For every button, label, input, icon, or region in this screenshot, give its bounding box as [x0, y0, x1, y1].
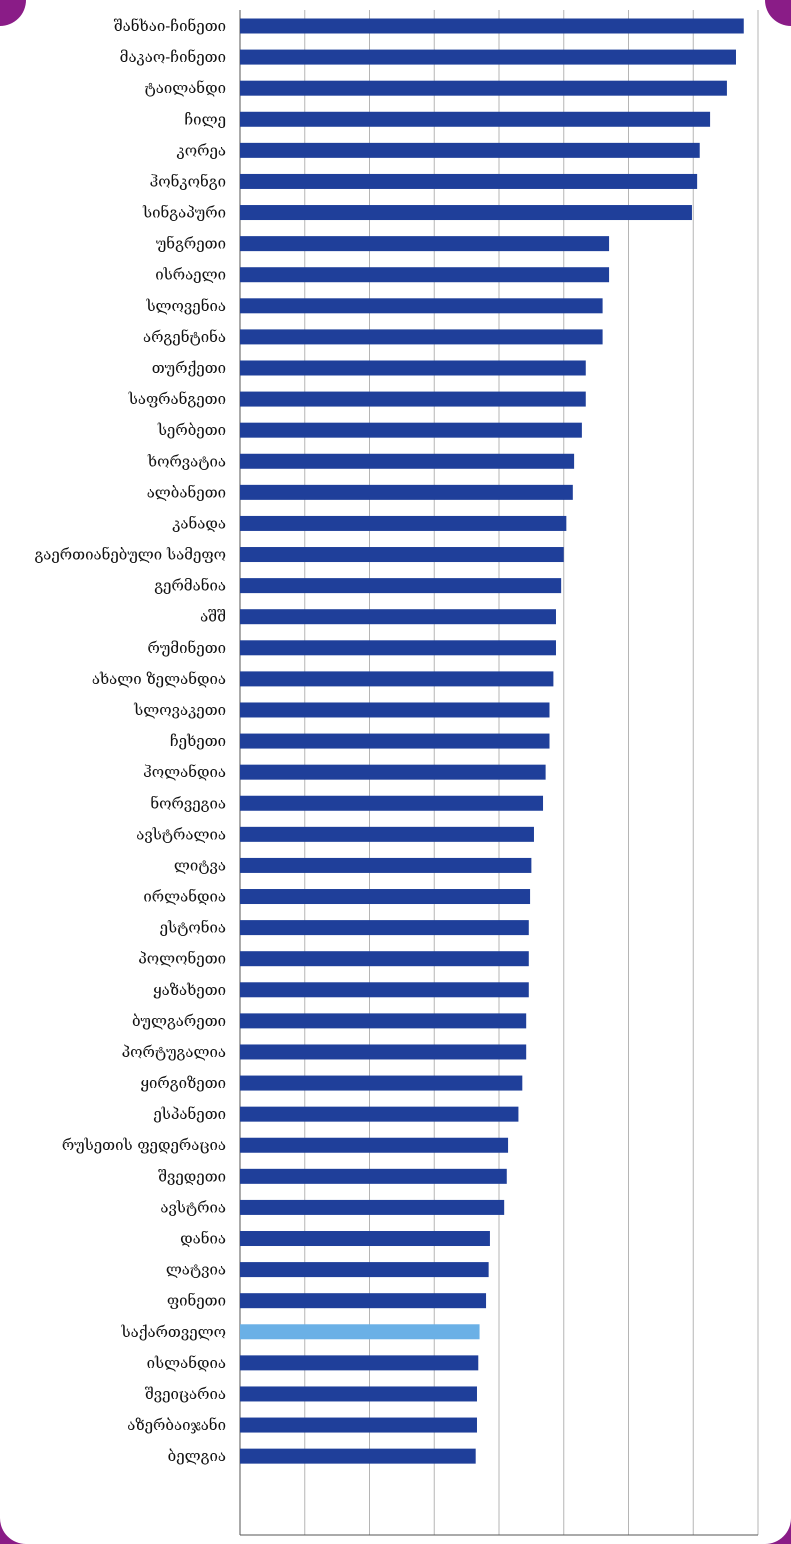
category-label: შვედეთი [158, 1167, 226, 1185]
category-label: აშშ [200, 608, 226, 626]
bar [240, 1168, 507, 1184]
bar [240, 795, 544, 811]
bar [240, 1044, 527, 1060]
category-label: ესტონია [160, 919, 226, 937]
bar [240, 360, 586, 376]
category-label: ჩილე [184, 110, 226, 128]
category-label: შვეიცარია [145, 1385, 226, 1403]
category-label: პორტუგალია [122, 1043, 226, 1061]
bar [240, 111, 711, 127]
bar [240, 764, 546, 780]
category-label: ისრაელი [155, 266, 226, 284]
bar [240, 951, 529, 967]
bar [240, 173, 698, 189]
category-label: სლოვაკეთი [133, 701, 226, 719]
category-label: ჰონკონგი [150, 172, 226, 190]
category-label: სერბეთი [157, 421, 226, 439]
bar [240, 1262, 489, 1278]
bar [240, 1231, 490, 1247]
category-label: პოლონეთი [138, 950, 226, 968]
bar [240, 142, 700, 158]
category-label: ესპანეთი [153, 1105, 226, 1123]
category-label: ყაზახეთი [153, 981, 226, 999]
category-label: საქართველო [120, 1323, 226, 1341]
category-label: ხორვატია [147, 452, 226, 470]
bar [240, 329, 603, 345]
category-label: დანია [180, 1230, 226, 1248]
bar [240, 857, 532, 873]
bar [240, 515, 567, 531]
category-label: ლატვია [166, 1261, 226, 1279]
category-label: ბელგია [168, 1447, 226, 1465]
bar [240, 1199, 505, 1215]
category-label: კორეა [177, 141, 226, 159]
category-label: სლოვენია [145, 297, 226, 315]
bar [240, 49, 736, 65]
category-label: ახალი ზელანდია [92, 670, 226, 688]
bar [240, 982, 529, 998]
category-label: ავსტრალია [136, 825, 226, 843]
category-label: ფინეთი [167, 1292, 226, 1310]
category-label: შანხაი-ჩინეთი [114, 17, 226, 35]
category-labels: შანხაი-ჩინეთი მაკაო-ჩინეთი ტაილანდი ჩილე კორ… [34, 17, 226, 1465]
category-label: ისლანდია [147, 1354, 226, 1372]
bar [240, 1075, 523, 1091]
bar [240, 920, 529, 936]
bar [240, 484, 573, 500]
bars-layer [240, 18, 744, 1464]
bar [240, 1386, 477, 1402]
category-label: ირლანდია [143, 888, 226, 906]
bar [240, 1293, 487, 1309]
bar [240, 1013, 527, 1029]
category-label: თურქეთი [152, 359, 226, 377]
category-label: გაერთიანებული სამეფო [34, 546, 226, 564]
bar [240, 547, 564, 563]
bar [240, 1355, 479, 1371]
bar [240, 267, 610, 283]
bar [240, 298, 603, 314]
category-label: ჩეხეთი [170, 732, 226, 750]
bar [240, 889, 531, 905]
bar [240, 1417, 477, 1433]
bar-highlight [240, 1324, 480, 1340]
category-label: რუსეთის ფედერაცია [62, 1136, 226, 1154]
bar [240, 80, 727, 96]
category-label: ჰოლანდია [143, 763, 226, 781]
category-label: ყირგიზეთი [141, 1074, 227, 1092]
bar [240, 826, 534, 842]
bar [240, 236, 610, 252]
bar [240, 609, 556, 625]
bar [240, 702, 550, 718]
category-label: გერმანია [154, 577, 226, 595]
category-label: არგენტინა [143, 328, 226, 346]
category-label: ნორვეგია [150, 794, 226, 812]
category-label: ალბანეთი [147, 483, 226, 501]
bar [240, 391, 586, 407]
category-label: მაკაო-ჩინეთი [120, 48, 226, 66]
bar [240, 640, 556, 656]
bar [240, 453, 575, 469]
category-label: კანადა [172, 514, 226, 532]
category-label: ბულგარეთი [132, 1012, 226, 1030]
category-label: აზერბაიჯანი [127, 1416, 226, 1434]
bar [240, 205, 692, 221]
category-label: სინგაპური [142, 204, 226, 222]
category-label: ტაილანდი [144, 79, 226, 97]
category-label: საფრანგეთი [128, 390, 226, 408]
category-label: უნგრეთი [156, 235, 226, 253]
category-label: რუმინეთი [147, 639, 226, 657]
bar [240, 1106, 519, 1122]
bar [240, 671, 554, 687]
bar [240, 578, 562, 594]
bar [240, 1448, 476, 1464]
category-label: ავსტრია [160, 1198, 226, 1216]
bar [240, 18, 744, 34]
bar [240, 1137, 509, 1153]
category-label: ლიტვა [174, 856, 226, 874]
bar [240, 733, 550, 749]
bar [240, 422, 582, 438]
